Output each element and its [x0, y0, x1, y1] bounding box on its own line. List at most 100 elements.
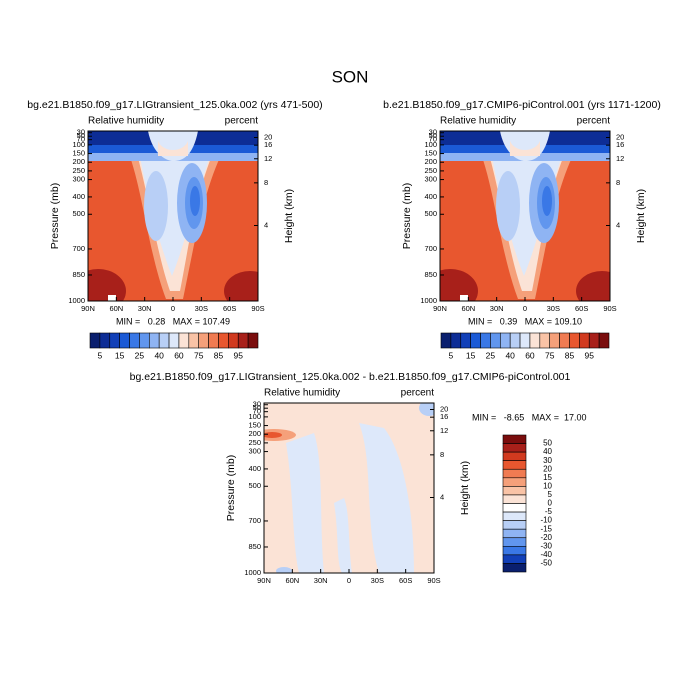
colorbar-label: 15: [115, 350, 125, 360]
y-tick-label: 1000: [68, 296, 85, 305]
colorbar-box: [168, 332, 180, 349]
colorbar-box: [198, 332, 209, 349]
y-tick-label: 150: [424, 149, 437, 158]
y-tick-label: 1000: [244, 568, 261, 577]
y-tick-label: 70: [77, 135, 85, 144]
y-axis-label: Pressure (mb): [401, 183, 413, 250]
y-tick-label: 200: [72, 157, 85, 166]
y-axis-label: Pressure (mb): [49, 183, 61, 250]
y-tick-label: 70: [429, 135, 437, 144]
y-tick-label: 150: [248, 421, 261, 430]
colorbar-box: [158, 332, 170, 349]
y-tick-label: 200: [424, 157, 437, 166]
y2-tick-label: 4: [440, 492, 444, 501]
x-tick-label: 0: [523, 304, 527, 313]
y2-tick-label: 8: [616, 178, 620, 187]
colorbar-box: [539, 332, 551, 349]
colorbar-box: [109, 332, 120, 349]
y2-axis-label: Height (km): [283, 189, 295, 243]
y-tick-label: 400: [72, 192, 85, 201]
y2-tick-label: 12: [264, 154, 272, 163]
colorbar-label: 5: [548, 490, 553, 499]
y-tick-label: 850: [248, 542, 261, 551]
stats-label: MIN = -8.65 MAX = 17.00: [472, 412, 587, 422]
y-tick-label: 850: [72, 270, 85, 279]
x-tick-label: 60N: [109, 304, 123, 313]
colorbar-label: 40: [543, 447, 552, 456]
x-tick-label: 30N: [490, 304, 504, 313]
y2-tick-label: 8: [440, 450, 444, 459]
units-label: percent: [225, 116, 259, 127]
colorbar-label: -20: [540, 533, 552, 542]
x-tick-label: 30N: [138, 304, 152, 313]
variable-label: Relative humidity: [264, 388, 340, 399]
y-tick-label: 1000: [420, 296, 437, 305]
colorbar-label: 60: [525, 350, 535, 360]
y-tick-label: 500: [424, 209, 437, 218]
y-tick-label: 300: [72, 175, 85, 184]
x-tick-label: 90N: [257, 576, 271, 585]
y2-tick-label: 8: [264, 178, 268, 187]
x-tick-label: 60N: [461, 304, 475, 313]
colorbar-box: [502, 537, 527, 547]
colorbar-box: [502, 468, 527, 479]
colorbar-box: [490, 332, 501, 349]
y-axis-label: Pressure (mb): [225, 455, 237, 522]
colorbar-box: [470, 332, 481, 349]
contour-field: [422, 131, 628, 313]
colorbar-box: [237, 332, 249, 349]
y-tick-label: 300: [248, 447, 261, 456]
y-tick-label: 50: [429, 131, 437, 140]
colorbar-box: [598, 332, 610, 349]
x-tick-label: 0: [347, 576, 351, 585]
colorbar-box: [440, 332, 452, 349]
colorbar-box: [480, 332, 491, 349]
chart-title: b.e21.B1850.f09_g17.CMIP6-piControl.001 …: [383, 99, 661, 111]
colorbar-label: 25: [135, 350, 145, 360]
y-tick-label: 150: [72, 149, 85, 158]
colorbar-box: [502, 494, 527, 504]
colorbar-box: [119, 332, 130, 349]
colorbar-label: 5: [98, 350, 103, 360]
y2-tick-label: 12: [440, 426, 448, 435]
y-tick-label: 500: [248, 481, 261, 490]
colorbar-box: [502, 528, 527, 539]
chart-title: bg.e21.B1850.f09_g17.LIGtransient_125.0k…: [27, 99, 322, 111]
colorbar-box: [460, 332, 471, 349]
x-tick-label: 90S: [251, 304, 264, 313]
colorbar-label: 60: [174, 350, 184, 360]
colorbar-box: [228, 332, 239, 349]
colorbar-label: 15: [543, 473, 552, 482]
colorbar-box: [529, 332, 541, 349]
variable-label: Relative humidity: [88, 116, 164, 127]
colorbar-box: [502, 477, 527, 487]
colorbar-label: 95: [585, 350, 595, 360]
colorbar-label: 85: [565, 350, 575, 360]
colorbar-label: 30: [543, 456, 552, 465]
y2-tick-label: 20: [616, 132, 624, 141]
x-tick-label: 0: [171, 304, 175, 313]
colorbar-label: 10: [543, 481, 552, 490]
y-tick-label: 500: [72, 209, 85, 218]
y-tick-label: 200: [248, 429, 261, 438]
colorbar-box: [502, 563, 527, 573]
y2-tick-label: 16: [264, 140, 272, 149]
chart-title: bg.e21.B1850.f09_g17.LIGtransient_125.0k…: [130, 371, 571, 383]
y2-axis-label: Height (km): [459, 461, 471, 515]
colorbar-label: 15: [466, 350, 476, 360]
x-tick-label: 90S: [427, 576, 440, 585]
colorbar-box: [502, 434, 527, 444]
y-tick-label: 30: [77, 128, 85, 137]
colorbar-label: 95: [234, 350, 244, 360]
colorbar-label: 40: [154, 350, 164, 360]
colorbar-label: 25: [486, 350, 496, 360]
colorbar-label: 0: [548, 499, 553, 508]
y2-tick-label: 16: [440, 412, 448, 421]
y-tick-label: 100: [248, 412, 261, 421]
y2-tick-label: 12: [616, 154, 624, 163]
y-tick-label: 30: [429, 128, 437, 137]
colorbar-box: [178, 332, 190, 349]
y-tick-label: 250: [424, 166, 437, 175]
colorbar-box: [569, 332, 580, 349]
